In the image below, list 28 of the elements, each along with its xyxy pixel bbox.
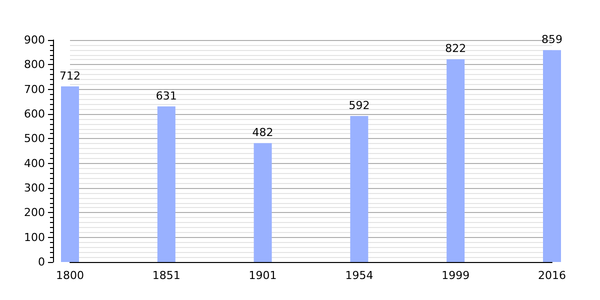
bar — [254, 143, 272, 262]
y-tick-label: 800 — [24, 58, 45, 72]
data-label: 712 — [60, 69, 80, 82]
data-label: 592 — [348, 98, 370, 112]
y-tick-label: 0 — [38, 256, 45, 268]
bar — [157, 106, 176, 262]
data-label: 631 — [156, 89, 177, 102]
bar — [446, 59, 465, 262]
bar — [61, 86, 79, 262]
y-tick-label: 400 — [24, 156, 45, 170]
data-label: 859 — [542, 33, 562, 46]
y-tick-label: 500 — [24, 132, 45, 146]
x-tick-label: 2016 — [538, 269, 566, 282]
x-tick-label: 1954 — [345, 269, 374, 282]
bar — [543, 50, 561, 262]
y-tick-label: 900 — [24, 34, 45, 46]
y-tick-label: 700 — [24, 82, 45, 96]
data-label: 482 — [252, 126, 274, 140]
x-tick-label: 1999 — [442, 269, 470, 282]
x-tick-label: 1901 — [248, 269, 277, 282]
y-tick-label: 300 — [24, 182, 45, 194]
y-tick-label: 600 — [24, 108, 45, 120]
y-tick-label: 200 — [24, 206, 45, 220]
y-tick-label: 100 — [24, 230, 45, 244]
bar — [350, 116, 368, 262]
x-tick-label: 1851 — [152, 269, 180, 282]
data-label: 822 — [445, 42, 466, 56]
x-tick-label: 1800 — [56, 269, 84, 282]
